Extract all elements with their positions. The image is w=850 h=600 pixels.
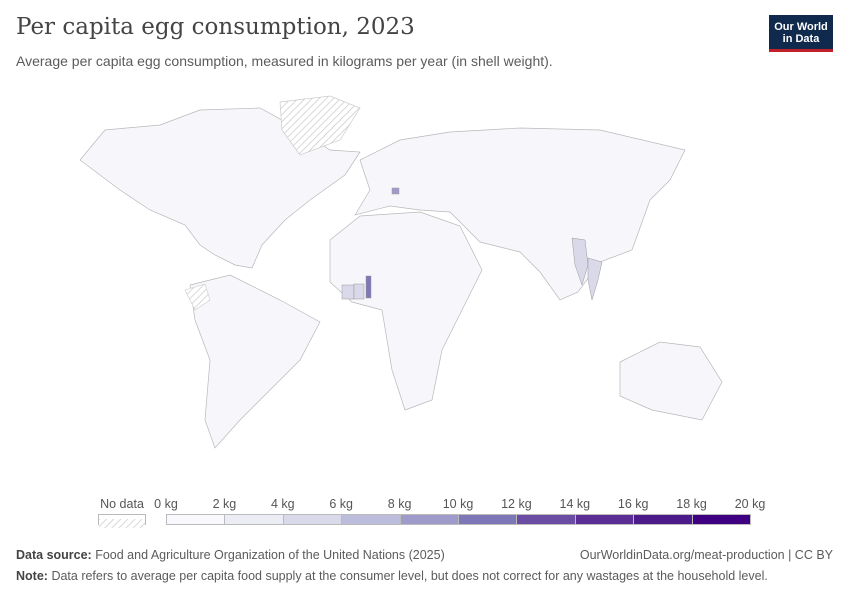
legend-bin[interactable] (516, 514, 576, 525)
legend-tick-label: 6 kg (329, 497, 354, 511)
legend-tick-label: 8 kg (387, 497, 412, 511)
legend-tick-label: 12 kg (501, 497, 532, 511)
south-america[interactable] (189, 274, 321, 449)
north-america[interactable] (79, 107, 361, 269)
australia[interactable] (619, 341, 723, 421)
legend-tick-label: 0 kg (154, 497, 178, 511)
legend-bin[interactable] (341, 514, 401, 525)
legend: No data 0 kg 2 kg 4 kg 6 kg 8 kg 10 kg 12 kg 14… (0, 497, 850, 532)
country-benin[interactable] (365, 275, 372, 299)
legend-bin[interactable] (399, 514, 459, 525)
legend-bin[interactable] (166, 514, 226, 525)
greenland[interactable] (279, 95, 361, 156)
country-myanmar[interactable] (571, 237, 589, 286)
source-text: Food and Agriculture Organization of the… (95, 548, 445, 562)
logo-line1: Our World (774, 21, 828, 33)
logo-line2: in Data (782, 33, 820, 45)
data-source: Data source: Food and Agriculture Organi… (16, 548, 445, 562)
country-bosnia[interactable] (391, 187, 400, 195)
legend-bin[interactable] (633, 514, 693, 525)
legend-tick-label: 10 kg (442, 497, 474, 511)
legend-tick-label: 4 kg (270, 497, 295, 511)
source-url[interactable]: OurWorldinData.org/meat-production | CC … (579, 548, 833, 562)
chart-title: Per capita egg consumption, 2023 (16, 14, 415, 40)
legend-no-data-label: No data (100, 497, 144, 511)
country-thailand[interactable] (587, 257, 603, 301)
legend-no-data-swatch (98, 514, 146, 528)
legend-bin[interactable] (224, 514, 284, 525)
source-label: Data source: (16, 548, 92, 562)
country-ghana[interactable] (353, 283, 365, 300)
legend-tick-label: 20 kg (734, 497, 766, 511)
venezuela-no-data[interactable] (184, 283, 211, 311)
legend-tick-label: 14 kg (559, 497, 591, 511)
legend-bin[interactable] (458, 514, 518, 525)
legend-tick-label: 18 kg (676, 497, 707, 511)
legend-bin[interactable] (691, 514, 751, 525)
owid-logo[interactable]: Our World in Data (769, 15, 833, 52)
legend-tick-label: 2 kg (212, 497, 237, 511)
country-ivory-coast[interactable] (341, 284, 355, 300)
note-label: Note: (16, 569, 48, 583)
chart-subtitle: Average per capita egg consumption, meas… (16, 53, 553, 69)
eurasia[interactable] (354, 127, 686, 301)
note-text: Data refers to average per capita food s… (51, 569, 768, 583)
world-map (79, 95, 723, 449)
africa[interactable] (329, 211, 483, 411)
legend-bin[interactable] (574, 514, 635, 525)
legend-bin[interactable] (282, 514, 343, 525)
legend-tick-label: 16 kg (617, 497, 649, 511)
note: Note: Data refers to average per capita … (16, 569, 768, 583)
